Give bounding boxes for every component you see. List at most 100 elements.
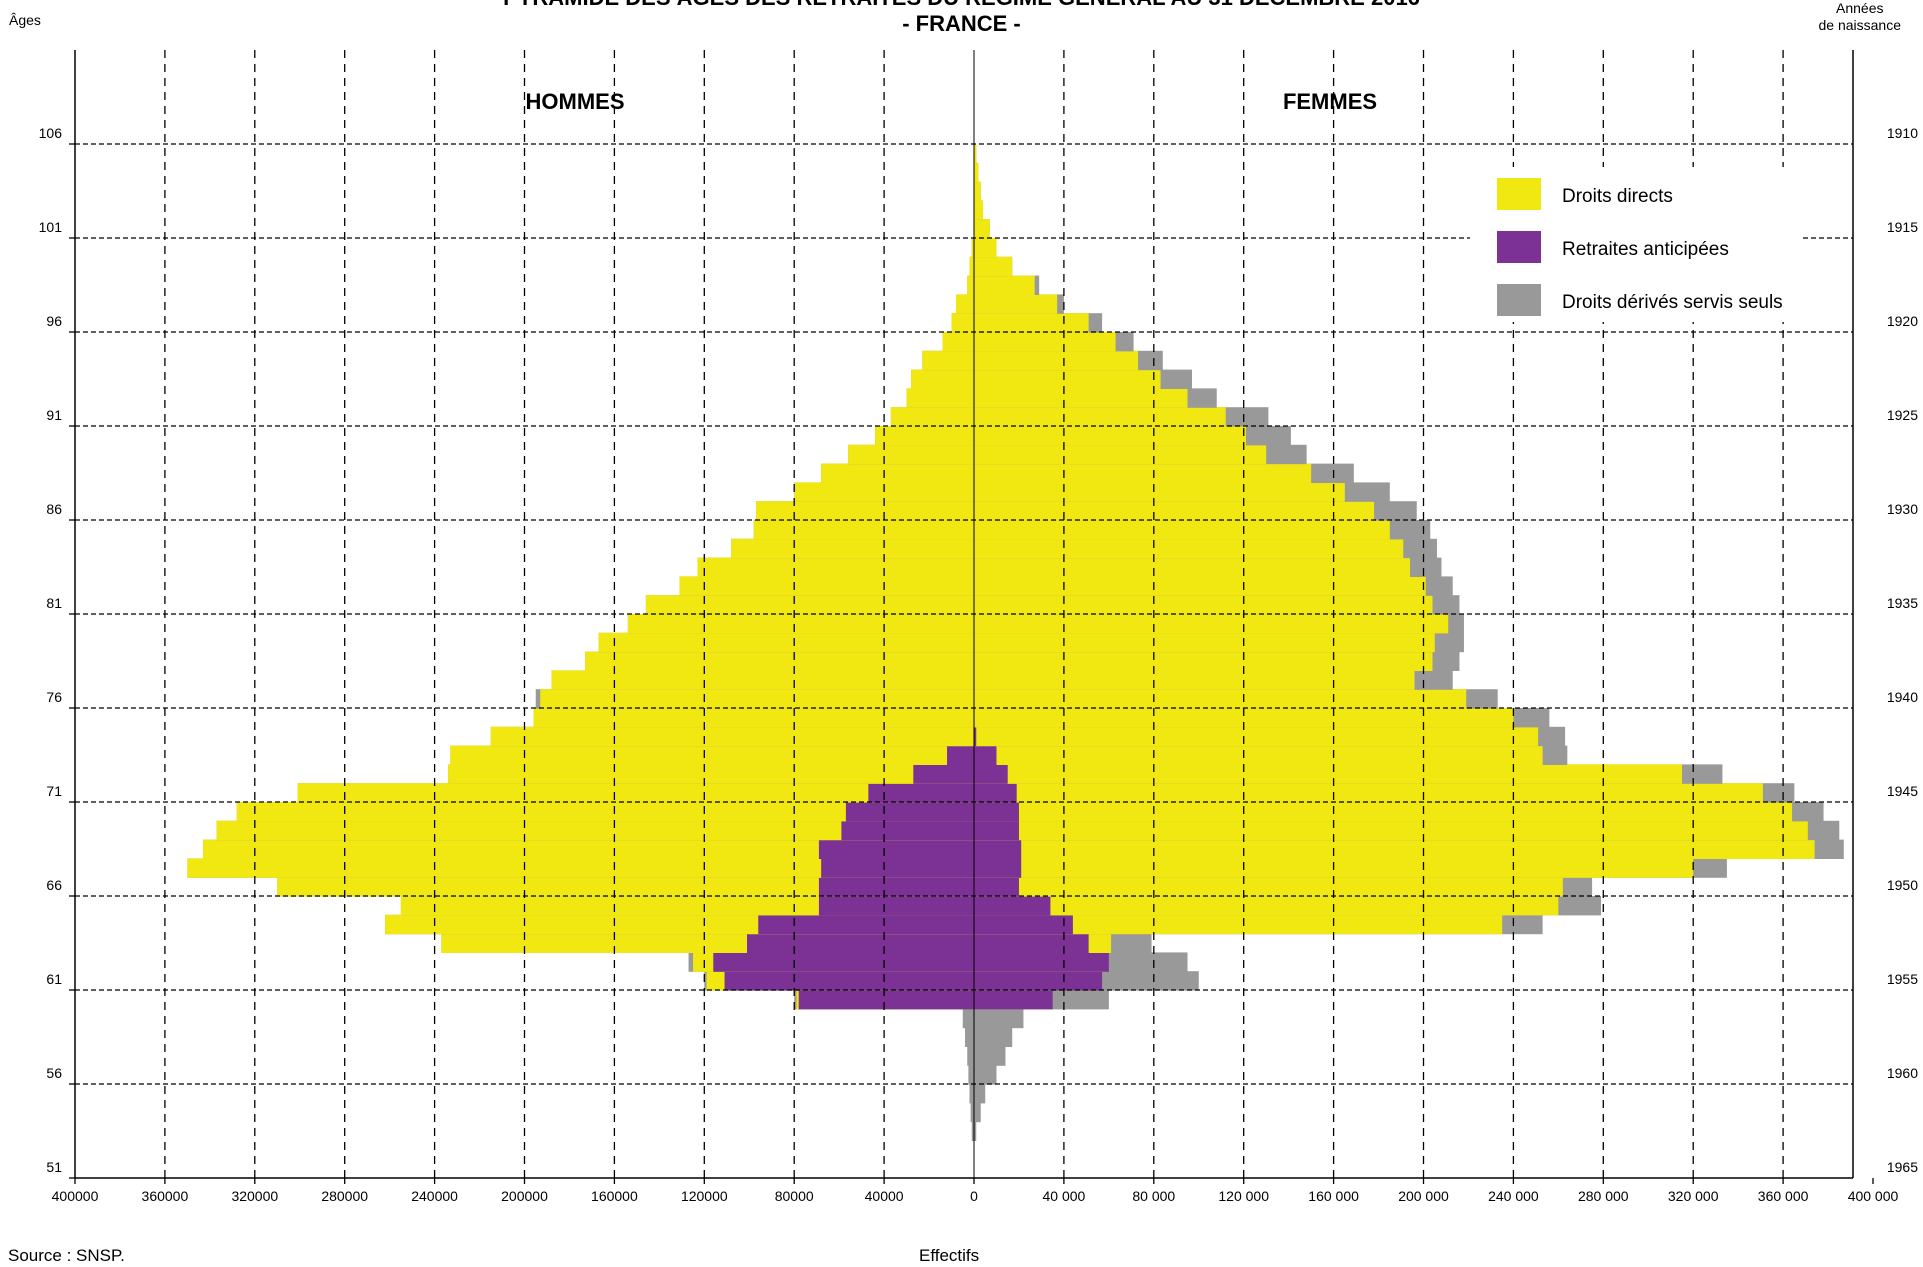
bar-hommes-droits-directs [922, 350, 974, 371]
bar-femmes-anticipees [974, 896, 1051, 916]
left-axis-label: Âges [9, 12, 41, 28]
birth-year-tick-label: 1925 [1887, 407, 1918, 423]
x-tick-label: 280 000 [1578, 1188, 1629, 1204]
bar-hommes-droits-directs [969, 256, 974, 277]
bar-femmes-droits-directs [974, 482, 1345, 502]
age-tick-label: 71 [46, 783, 62, 799]
bar-femmes-anticipees [974, 726, 977, 747]
bar-hommes-derives [968, 1065, 974, 1085]
bar-hommes-droits-directs [679, 576, 974, 596]
birth-year-tick-label: 1930 [1887, 501, 1918, 517]
bar-hommes-droits-directs [794, 482, 974, 502]
bar-femmes-droits-directs [974, 388, 1188, 408]
legend-label: Droits directs [1562, 186, 1673, 207]
bar-femmes-droits-directs [974, 520, 1390, 540]
x-tick-label: 240000 [411, 1188, 458, 1204]
age-tick-label: 81 [46, 595, 62, 611]
bar-hommes-anticipees [818, 896, 974, 916]
bar-femmes-droits-directs [974, 914, 1503, 935]
x-tick-label: 0 [970, 1188, 978, 1204]
bar-hommes-droits-directs [450, 745, 974, 765]
x-tick-label: 160000 [591, 1188, 638, 1204]
bar-hommes-anticipees [868, 783, 974, 803]
bar-hommes-derives [967, 1046, 974, 1066]
bar-femmes-droits-directs [974, 764, 1682, 784]
bar-femmes-droits-directs [974, 332, 1116, 352]
bar-hommes-droits-directs [755, 501, 974, 521]
age-tick-label: 101 [39, 219, 63, 235]
bar-femmes-derives [974, 1121, 977, 1141]
bar-femmes-droits-directs [974, 275, 1035, 295]
age-tick-label: 76 [46, 689, 62, 705]
bar-hommes-droits-directs [203, 839, 975, 859]
birth-year-tick-label: 1950 [1887, 877, 1918, 893]
bar-hommes-droits-directs [911, 369, 974, 389]
x-tick-label: 120 000 [1218, 1188, 1269, 1204]
bar-femmes-droits-directs [974, 802, 1793, 822]
bar-femmes-derives [974, 1102, 981, 1123]
bar-femmes-droits-directs [974, 670, 1415, 690]
x-tick-label: 400000 [52, 1188, 99, 1204]
right-axis-label-line-1: Années [1836, 0, 1884, 16]
bar-hommes-droits-directs [297, 783, 974, 803]
bar-hommes-anticipees [798, 990, 974, 1010]
bar-hommes-droits-directs [906, 388, 974, 408]
bar-femmes-droits-directs [974, 463, 1312, 483]
bar-femmes-droits-directs [974, 877, 1563, 897]
x-tick-label: 240 000 [1488, 1188, 1539, 1204]
bar-femmes-droits-directs [974, 501, 1375, 521]
bar-hommes-anticipees [947, 745, 974, 765]
bar-hommes-droits-directs [967, 275, 974, 295]
bar-hommes-droits-directs [490, 726, 974, 747]
bar-hommes-derives [970, 1102, 974, 1123]
bar-femmes-derives [974, 1027, 1013, 1047]
side-label-hommes: HOMMES [526, 89, 625, 114]
bar-femmes-droits-directs [974, 200, 983, 220]
bar-hommes-droits-directs [627, 614, 974, 634]
bar-femmes-droits-directs [974, 708, 1514, 728]
birth-year-tick-label: 1945 [1887, 783, 1918, 799]
bar-hommes-anticipees [758, 914, 974, 935]
bar-femmes-droits-directs [974, 144, 977, 164]
x-tick-label: 400 000 [1848, 1188, 1899, 1204]
bar-femmes-droits-directs [974, 369, 1161, 389]
bar-femmes-anticipees [974, 745, 997, 765]
bar-femmes-droits-directs [974, 820, 1808, 841]
bar-femmes-droits-directs [974, 614, 1449, 634]
bar-femmes-anticipees [974, 764, 1008, 784]
bar-femmes-droits-directs [974, 557, 1411, 577]
x-tick-label: 280000 [321, 1188, 368, 1204]
bar-femmes-derives [974, 1065, 997, 1085]
bar-femmes-derives [974, 1084, 986, 1104]
bar-hommes-droits-directs [533, 708, 974, 728]
bar-femmes-droits-directs [974, 162, 979, 183]
bar-femmes-droits-directs [974, 238, 997, 258]
birth-year-tick-label: 1910 [1887, 125, 1918, 141]
bar-femmes-derives [974, 1046, 1006, 1066]
birth-year-tick-label: 1920 [1887, 313, 1918, 329]
bar-hommes-droits-directs [942, 332, 974, 352]
bar-femmes-droits-directs [974, 576, 1426, 596]
bar-femmes-anticipees [974, 933, 1089, 953]
bar-femmes-derives [974, 1008, 1024, 1029]
bar-hommes-derives [971, 1121, 974, 1141]
bar-hommes-droits-directs [236, 802, 974, 822]
age-tick-label: 86 [46, 501, 62, 517]
bar-femmes-anticipees [974, 783, 1017, 803]
bar-femmes-droits-directs [974, 219, 990, 239]
bar-hommes-anticipees [845, 802, 974, 822]
bar-femmes-droits-directs [974, 313, 1089, 333]
bar-hommes-anticipees [818, 877, 974, 897]
population-pyramid-chart: 400000 360000 320000 280000 240000 200000 1600… [39, 50, 1918, 1204]
bar-hommes-droits-directs [551, 670, 974, 690]
side-label-femmes: FEMMES [1283, 89, 1377, 114]
bar-hommes-droits-directs [697, 557, 974, 577]
bar-hommes-droits-directs [951, 313, 974, 333]
bar-hommes-droits-directs [821, 463, 974, 483]
age-tick-label: 96 [46, 313, 62, 329]
bar-hommes-anticipees [841, 820, 974, 841]
x-tick-label: 200 000 [1398, 1188, 1449, 1204]
age-tick-label: 51 [46, 1159, 62, 1175]
age-tick-label: 66 [46, 877, 62, 893]
bar-hommes-anticipees [724, 971, 974, 991]
